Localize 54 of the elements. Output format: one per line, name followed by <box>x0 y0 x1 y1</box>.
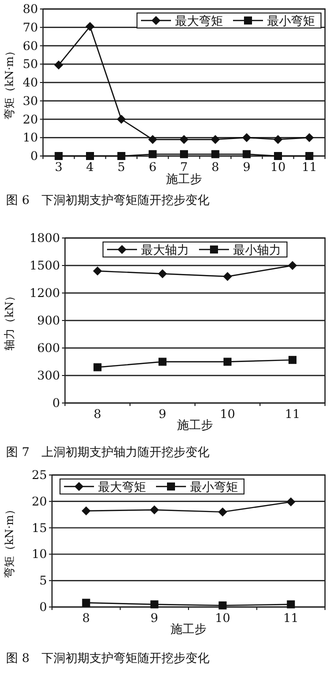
y-tick-label: 10 <box>22 130 38 145</box>
y-tick-label: 50 <box>22 57 38 72</box>
x-tick-label: 11 <box>302 160 317 174</box>
y-tick-label: 0 <box>52 396 60 410</box>
x-tick-label: 6 <box>148 160 156 174</box>
x-tick-label: 9 <box>150 611 158 625</box>
x-tick-label: 9 <box>158 407 166 421</box>
y-tick-label: 20 <box>22 112 38 126</box>
legend-label: 最小弯矩 <box>190 480 238 494</box>
legend-label: 最大弯矩 <box>98 480 146 494</box>
y-tick-label: 1500 <box>29 258 60 272</box>
y-tick-label: 1200 <box>29 286 60 300</box>
y-tick-label: 0 <box>39 600 47 614</box>
x-tick-label: 8 <box>82 611 90 625</box>
legend-label: 最大轴力 <box>141 243 189 257</box>
x-tick-label: 8 <box>94 407 102 421</box>
y-axis-title: 弯矩（kN·m） <box>3 45 16 120</box>
y-tick-label: 40 <box>22 76 38 90</box>
y-tick-label: 900 <box>37 314 60 328</box>
y-tick-label: 600 <box>37 341 60 355</box>
y-tick-label: 0 <box>30 149 38 163</box>
x-tick-label: 5 <box>118 160 126 174</box>
x-axis-title: 施工步 <box>170 622 206 636</box>
y-tick-label: 70 <box>22 20 38 34</box>
legend-label: 最大弯矩 <box>175 14 223 28</box>
x-tick-label: 11 <box>284 407 300 421</box>
y-tick-label: 25 <box>32 468 47 482</box>
x-axis-title: 施工步 <box>166 172 202 186</box>
x-tick-label: 10 <box>214 611 230 625</box>
text: 图 8 下洞初期支护弯矩随开挖步变化 <box>6 651 210 665</box>
y-tick-label: 1800 <box>29 231 60 245</box>
x-tick-label: 10 <box>220 407 236 421</box>
y-tick-label: 80 <box>22 2 38 16</box>
x-tick-label: 7 <box>180 160 188 174</box>
y-tick-label: 20 <box>32 494 47 508</box>
y-axis-title: 轴力（kN） <box>3 290 16 351</box>
x-tick-label: 10 <box>270 160 286 174</box>
y-tick-label: 60 <box>22 38 38 53</box>
legend-label: 最小弯矩 <box>267 14 315 28</box>
y-tick-label: 15 <box>32 520 47 535</box>
legend-label: 最小轴力 <box>233 243 281 257</box>
x-tick-label: 9 <box>242 160 250 174</box>
x-tick-label: 3 <box>54 160 62 174</box>
text: 图 6 下洞初期支护弯矩随开挖步变化 <box>6 193 210 207</box>
y-tick-label: 30 <box>22 94 38 108</box>
text: 图 7 上洞初期支护轴力随开挖步变化 <box>6 445 210 459</box>
x-tick-label: 8 <box>212 160 220 174</box>
x-axis-title: 施工步 <box>177 418 213 432</box>
x-tick-label: 11 <box>283 611 299 625</box>
y-tick-label: 5 <box>39 574 47 588</box>
y-tick-label: 10 <box>32 547 47 562</box>
y-axis-title: 弯矩（kN·m） <box>3 504 16 578</box>
y-tick-label: 300 <box>37 368 60 382</box>
x-tick-label: 4 <box>86 160 94 174</box>
